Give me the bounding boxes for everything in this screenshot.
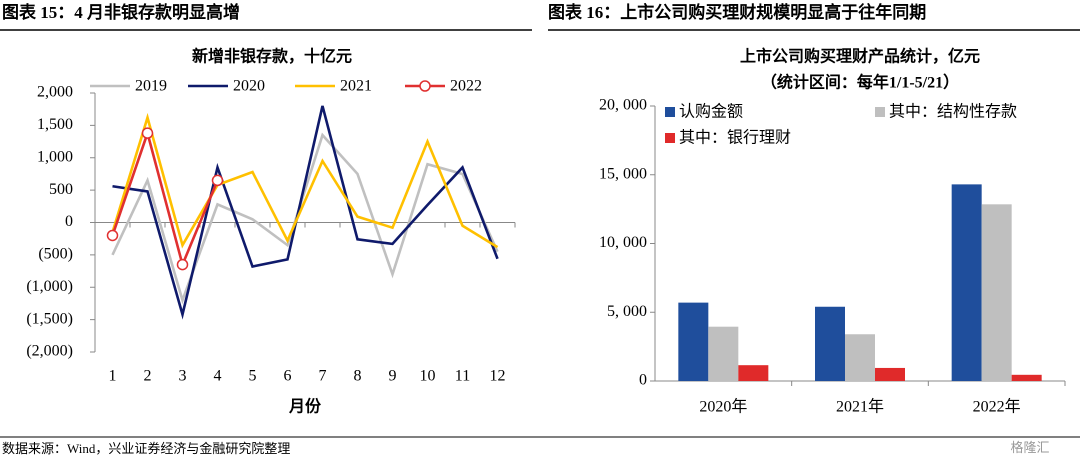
y-tick-label: 1,000 [37,148,73,165]
header: 图表 16：上市公司购买理财规模明显高于往年同期 [548,2,926,22]
line [111,132,499,305]
legend-label: 2021 [340,78,372,95]
legend-marker [419,80,431,92]
x-tick-label: 8 [354,368,362,385]
x-tick-label: 1 [109,368,117,385]
y-tick-label: 15, 000 [599,165,647,182]
y-tick-label: 20, 000 [599,97,647,114]
y-tick-label: 500 [49,181,73,198]
x-tick-label: 7 [319,368,327,385]
legend-label: 2019 [135,78,167,95]
y-tick-label: 1,500 [37,116,73,133]
marker [106,229,119,242]
x-tick-label: 2022年 [973,398,1021,416]
legend-label: 认购金额 [679,103,743,121]
line [112,105,499,320]
legend-label: 其中：结构性存款 [889,103,1017,121]
bar [875,367,905,381]
header: 图表 15：4 月非银存款明显高增 [2,2,240,22]
chart-title: 新增非银存款，十亿元 [192,47,352,66]
y-tick-label: 10, 000 [599,234,647,251]
legend-swatch [665,107,675,117]
x-tick-label: 10 [420,368,436,385]
y-tick-label: (500) [38,246,73,263]
marker [176,258,189,271]
y-tick-label: (1,000) [26,278,73,295]
bar [708,326,739,381]
x-tick-label: 4 [214,368,222,385]
line [111,112,499,249]
bar [951,184,982,381]
bar [815,306,845,381]
x-tick-label: 5 [249,368,257,385]
y-tick-label: 0 [639,372,647,389]
marker [211,174,224,187]
x-axis-label: 月份 [288,397,322,416]
x-tick-label: 2021年 [836,398,884,416]
x-tick-label: 2020年 [699,398,747,416]
bar [1011,374,1042,381]
x-tick-label: 9 [389,368,397,385]
y-tick-label: (2,000) [26,343,73,360]
legend-label: 2022 [450,78,482,95]
legend-label: 其中：银行理财 [679,129,791,147]
bar [738,365,769,381]
bar [981,204,1012,381]
watermark: 格隆汇 [1010,440,1049,455]
chart-title: 上市公司购买理财产品统计，亿元 [740,47,980,66]
y-tick-label: 5, 000 [607,303,647,320]
x-tick-label: 6 [284,368,292,385]
legend-swatch [875,107,885,117]
chart-subtitle: （统计区间：每年1/1-5/21） [761,73,959,92]
x-tick-label: 3 [179,368,187,385]
bar [845,334,875,381]
x-tick-label: 2 [144,368,152,385]
bar [678,302,709,381]
source: 数据来源：Wind，兴业证券经济与金融研究院整理 [2,441,290,456]
y-tick-label: (1,500) [26,310,73,327]
x-tick-label: 12 [490,368,506,385]
x-tick-label: 11 [455,368,470,385]
y-tick-label: 0 [65,213,73,230]
legend-swatch [665,133,675,143]
line [111,128,219,269]
y-tick-label: 2,000 [37,84,73,101]
legend-label: 2020 [233,78,265,95]
marker [141,127,154,139]
